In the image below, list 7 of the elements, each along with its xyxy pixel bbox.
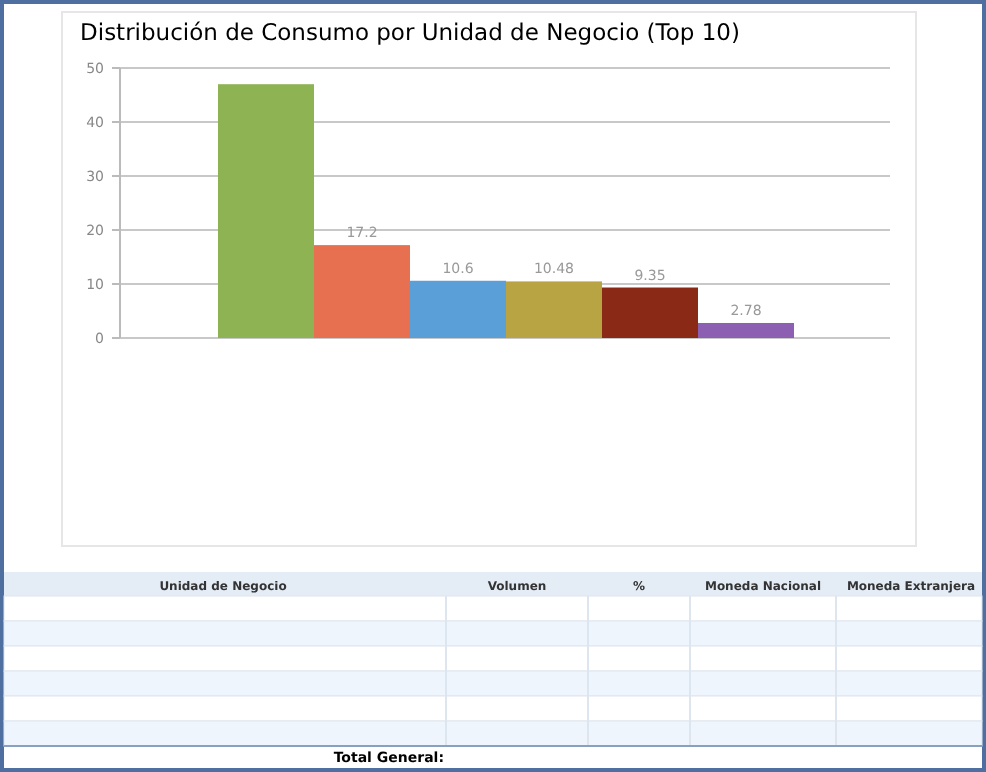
bar <box>506 281 602 338</box>
bar <box>602 287 698 338</box>
bar <box>698 322 794 338</box>
bar <box>410 280 506 338</box>
bar <box>218 84 314 338</box>
bar <box>314 245 410 338</box>
chart-title: Distribución de Consumo por Unidad de Negocio (Top 10) <box>80 18 740 46</box>
